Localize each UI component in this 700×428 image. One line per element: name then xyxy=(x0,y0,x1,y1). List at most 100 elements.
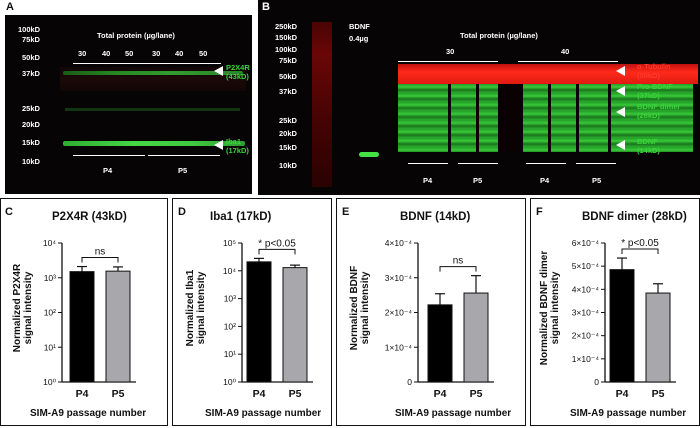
y-tick-label: 3×10⁻⁴ xyxy=(572,308,600,318)
chart-d-title: Iba1 (17kD) xyxy=(210,211,272,223)
y-tick-label: 10³ xyxy=(44,273,56,283)
band-faint-25 xyxy=(65,108,240,111)
figure-label-b: B xyxy=(262,1,270,13)
figure-label-a: A xyxy=(6,1,14,13)
significance-label: * p<0.05 xyxy=(258,238,296,249)
significance-label: * p<0.05 xyxy=(621,238,659,249)
blot-b-header: Total protein (µg/lane) xyxy=(460,31,538,40)
group-line-b-3 xyxy=(526,163,566,164)
lane-a-3: 50 xyxy=(125,49,134,58)
lane-gap-2 xyxy=(476,84,479,152)
bar-p5 xyxy=(463,292,489,383)
y-tick-label: 10⁰ xyxy=(223,377,236,387)
category-label: P5 xyxy=(112,388,125,400)
arrow-iba1 xyxy=(214,140,223,150)
ladder-a-25: 25kD xyxy=(22,104,40,113)
label-bdnf-dimer: BDNF dimer (28kD) xyxy=(637,102,681,120)
amount-b-30: 30 xyxy=(446,47,455,56)
arrow-bdnf-dimer xyxy=(616,107,625,117)
category-label: P5 xyxy=(470,388,483,400)
ladder-b-250: 250kD xyxy=(275,22,298,31)
y-tick-label: 10³ xyxy=(224,294,236,304)
band-bdnf-standard xyxy=(359,152,379,157)
lane-a-6: 50 xyxy=(199,49,208,58)
label-p2x4r: P2X4R (43kD) xyxy=(226,63,250,81)
bdnf-standard-amount: 0.4µg xyxy=(349,34,369,43)
group-b-p5-b: P5 xyxy=(592,176,602,185)
group-a-p4: P4 xyxy=(103,166,113,175)
significance-bracket xyxy=(81,257,119,263)
group-line-b-4 xyxy=(576,163,616,164)
category-label: P5 xyxy=(652,388,665,400)
blot-a-header-line xyxy=(73,63,221,64)
y-tick-label: 10⁰ xyxy=(43,377,56,387)
group-line-b-2 xyxy=(458,163,498,164)
significance-bracket xyxy=(621,248,659,255)
ladder-a-100: 100kD xyxy=(18,25,41,34)
ladder-a-10: 10kD xyxy=(22,157,40,166)
y-tick-label: 10² xyxy=(224,321,236,331)
significance-bracket xyxy=(258,248,296,255)
category-label: P4 xyxy=(434,388,447,400)
band-iba1 xyxy=(63,141,245,146)
bdnf-standard-name: BDNF xyxy=(349,22,370,31)
chart-d-plot: 10⁰ 10¹ 10² 10³ 10⁴ 10⁵ P4 P5 * p<0.05 xyxy=(223,238,313,400)
ladder-b-75: 75kD xyxy=(279,56,297,65)
western-blot-b xyxy=(258,0,700,195)
lane-gap-1 xyxy=(448,84,451,152)
lane-gap-6 xyxy=(608,84,611,152)
y-tick-label: 10⁵ xyxy=(223,238,236,248)
lane-a-2: 40 xyxy=(102,49,111,58)
group-b-p4-a: P4 xyxy=(423,176,433,185)
y-tick-label: 4×10⁻⁴ xyxy=(572,284,600,294)
lane-a-5: 40 xyxy=(175,49,184,58)
arrow-p2x4r xyxy=(214,66,223,76)
bar-p4 xyxy=(246,261,272,383)
y-tick-label: 2×10⁻⁴ xyxy=(385,308,413,318)
ladder-b-150: 150kD xyxy=(275,33,298,42)
ladder-b-100: 100kD xyxy=(275,45,298,54)
y-tick-label: 2×10⁻⁴ xyxy=(572,331,600,341)
figure-label-e: E xyxy=(342,206,350,218)
y-tick-label: 4×10⁻⁴ xyxy=(385,238,413,248)
y-tick-label: 1×10⁻⁴ xyxy=(385,342,413,352)
lane-gap-5 xyxy=(576,84,579,152)
chart-c-title: P2X4R (43kD) xyxy=(52,211,127,223)
blot-b-line-30 xyxy=(398,61,498,62)
chart-c-xlabel: SIM-A9 passage number xyxy=(30,408,147,419)
chart-f-plot: 0 1×10⁻⁴ 2×10⁻⁴ 3×10⁻⁴ 4×10⁻⁴ 5×10⁻⁴ 6×10⁻⁴ P4 P… xyxy=(572,238,676,400)
y-tick-label: 0 xyxy=(594,377,599,387)
ladder-a-75: 75kD xyxy=(22,35,40,44)
category-label: P4 xyxy=(253,388,266,400)
significance-bracket xyxy=(439,266,477,272)
arrow-bdnf xyxy=(616,140,625,150)
chart-e-plot: 0 1×10⁻⁴ 2×10⁻⁴ 3×10⁻⁴ 4×10⁻⁴ P4 P5 ns xyxy=(385,238,494,400)
arrow-probdnf xyxy=(616,86,625,96)
figure-label-f: F xyxy=(536,206,543,218)
label-probdnf: Pro-BDNF (37kD) xyxy=(637,82,673,100)
bar-p5 xyxy=(282,267,308,383)
arrow-tubulin xyxy=(616,66,625,76)
y-tick-label: 10⁴ xyxy=(43,238,56,248)
group-line-a-p5 xyxy=(148,155,220,156)
lane-gap-4 xyxy=(548,84,551,152)
ladder-b-20: 20kD xyxy=(279,129,297,138)
figure-label-c: C xyxy=(5,206,13,218)
bar-p4 xyxy=(69,271,95,383)
ladder-b-37: 37kD xyxy=(279,87,297,96)
bar-p4 xyxy=(609,269,635,383)
ladder-b-10: 10kD xyxy=(279,161,297,170)
blot-b-line-40 xyxy=(518,61,618,62)
band-p2x4r xyxy=(63,71,243,75)
y-tick-label: 5×10⁻⁴ xyxy=(572,261,600,271)
blot-a-header: Total protein (µg/lane) xyxy=(97,31,175,40)
ladder-b-25: 25kD xyxy=(279,116,297,125)
category-label: P4 xyxy=(616,388,629,400)
lane-gap-3 xyxy=(498,84,523,152)
ladder-a-15: 15kD xyxy=(22,138,40,147)
lane-a-1: 30 xyxy=(78,49,87,58)
chart-c-plot: 10⁰ 10¹ 10² 10³ 10⁴ P4 P5 ns xyxy=(43,238,136,400)
group-line-b-1 xyxy=(408,163,448,164)
lane-a-4: 30 xyxy=(152,49,161,58)
